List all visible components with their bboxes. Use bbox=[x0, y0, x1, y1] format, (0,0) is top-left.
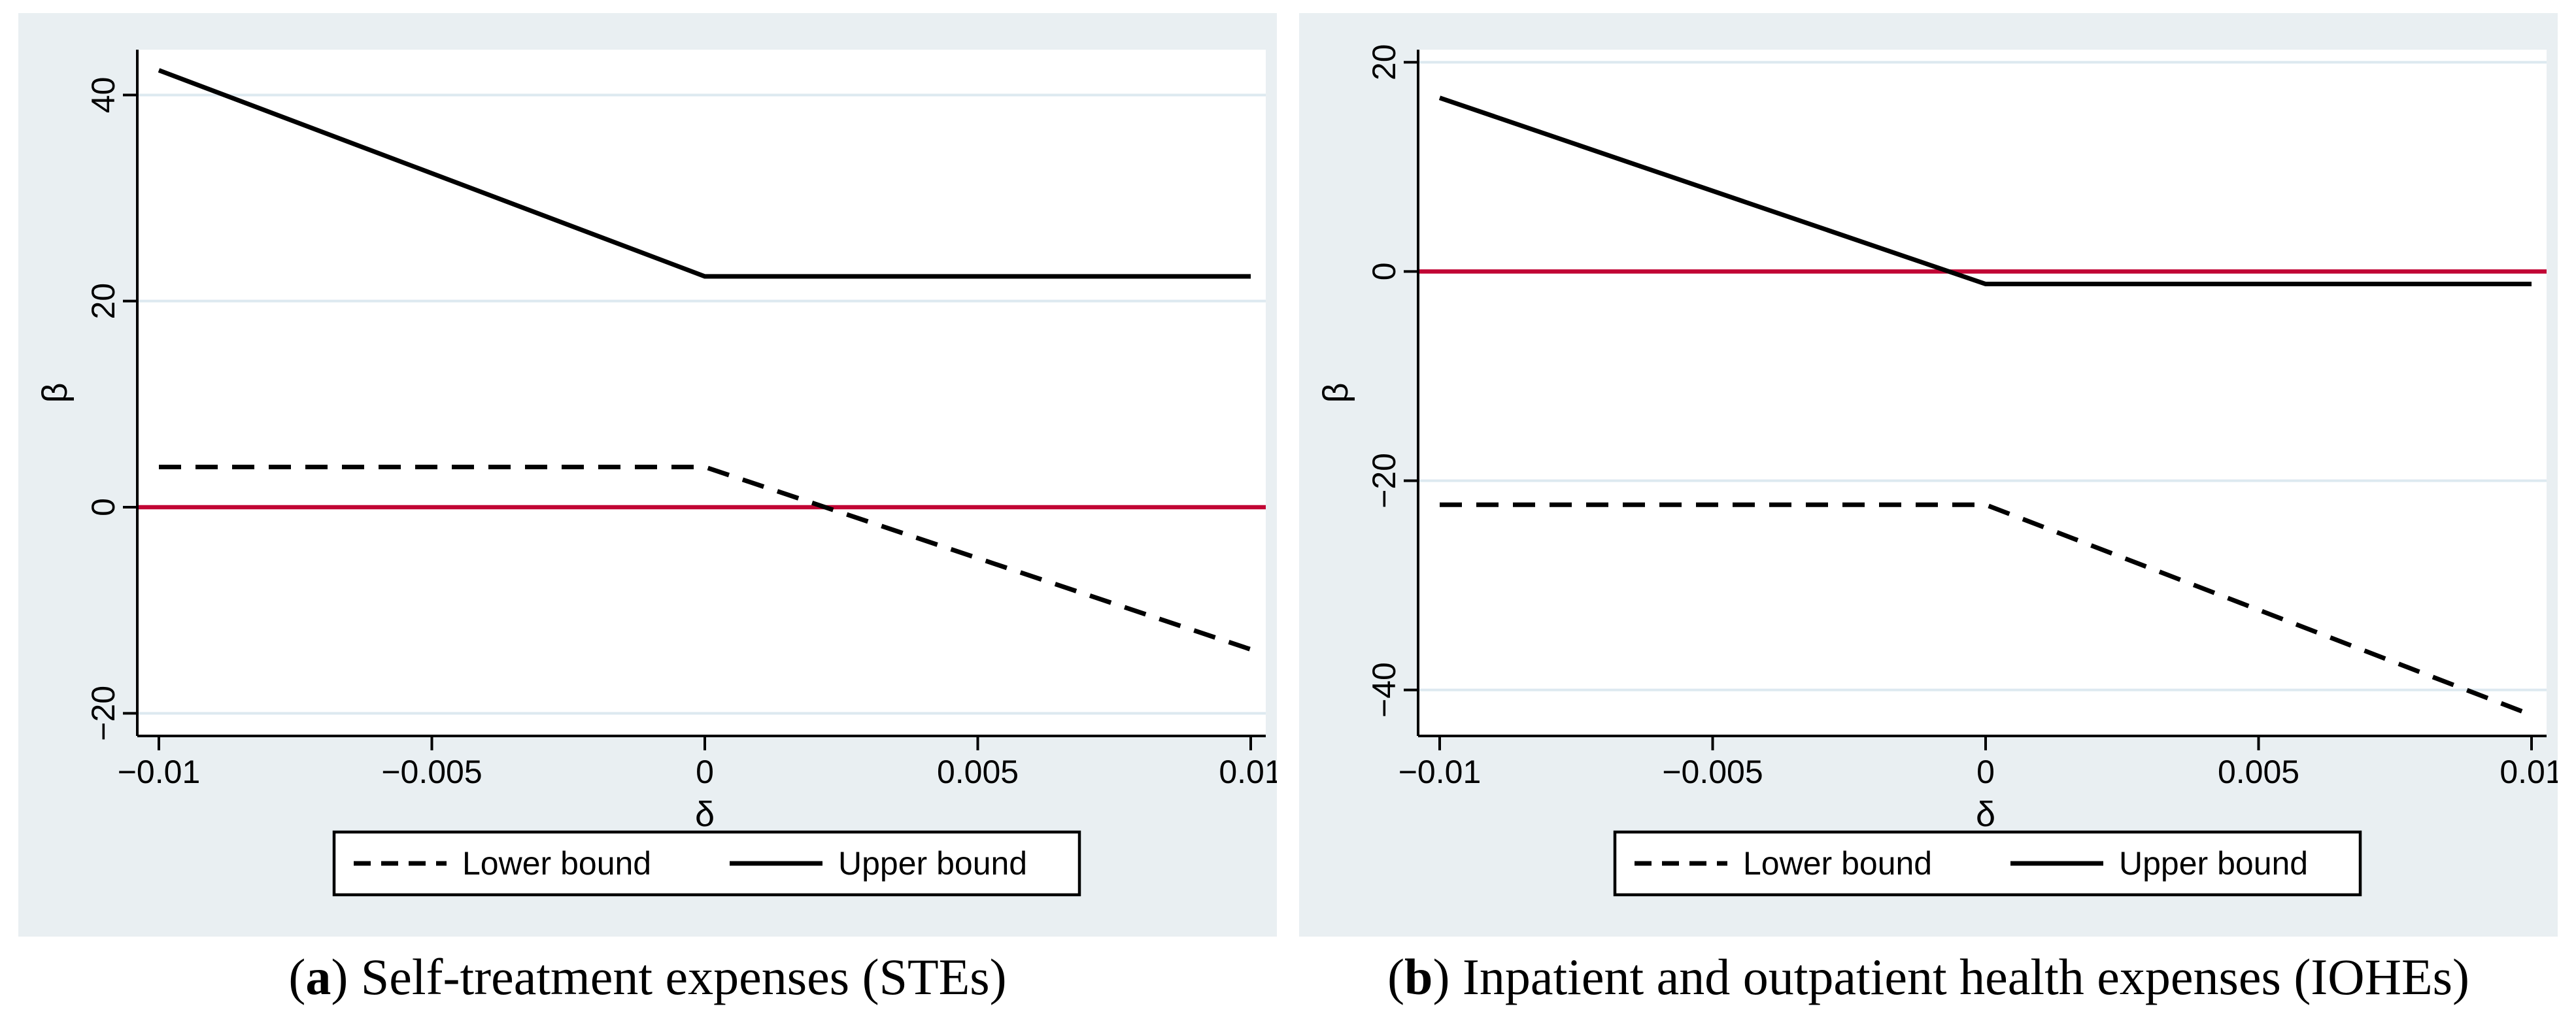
lower-bound-line bbox=[159, 465, 1252, 652]
x-tick-label: 0 bbox=[1976, 754, 1995, 790]
y-tick-label: −20 bbox=[1366, 453, 1402, 508]
panel-b: 20 0 −20 −40 −0.01 −0.005 0 0.005 0.01 β δ Lower bo… bbox=[1299, 13, 2558, 1017]
x-axis-title: δ bbox=[1976, 795, 1995, 834]
y-tick-label: 20 bbox=[1366, 44, 1402, 80]
y-tick-label: 20 bbox=[85, 283, 122, 320]
x-tick-label: 0.005 bbox=[937, 754, 1019, 790]
panel-a: 40 20 0 −20 −0.01 −0.005 0 0.005 0.01 β δ Lower bou… bbox=[18, 13, 1277, 1017]
legend-upper-label: Upper bound bbox=[2119, 845, 2308, 882]
x-tick-label: 0.01 bbox=[2500, 754, 2558, 790]
lower-bound-line bbox=[1440, 502, 2533, 718]
y-axis-title: β bbox=[35, 382, 75, 403]
x-tick-label: −0.005 bbox=[381, 754, 482, 790]
x-tick-label: 0 bbox=[696, 754, 714, 790]
y-tick-label: −40 bbox=[1366, 662, 1402, 718]
y-tick-label: 0 bbox=[85, 498, 122, 516]
x-tick-label: 0.01 bbox=[1219, 754, 1277, 790]
x-tick-label: 0.005 bbox=[2218, 754, 2299, 790]
legend-box bbox=[1613, 830, 2362, 897]
y-tick-label: 40 bbox=[85, 77, 122, 114]
plot-area bbox=[137, 50, 1266, 736]
upper-bound-line bbox=[158, 68, 1251, 279]
panel-b-caption: (b) Inpatient and outpatient health expe… bbox=[1299, 937, 2558, 1017]
upper-bound-line bbox=[1438, 95, 2532, 287]
caption-text: (a) Self-treatment expenses (STEs) bbox=[288, 948, 1007, 1005]
y-tick-label: −20 bbox=[85, 686, 122, 741]
x-axis-title: δ bbox=[695, 795, 715, 834]
x-tick-label: −0.01 bbox=[1398, 754, 1482, 790]
y-tick-label: 0 bbox=[1366, 262, 1402, 280]
legend-box bbox=[332, 830, 1081, 897]
x-tick-label: −0.005 bbox=[1662, 754, 1763, 790]
x-tick-label: −0.01 bbox=[118, 754, 201, 790]
legend-upper-label: Upper bound bbox=[838, 845, 1027, 882]
panel-b-chart: 20 0 −20 −40 −0.01 −0.005 0 0.005 0.01 β δ Lower bo… bbox=[1299, 13, 2558, 937]
legend-lower-label: Lower bound bbox=[1743, 845, 1932, 882]
panel-a-chart: 40 20 0 −20 −0.01 −0.005 0 0.005 0.01 β δ Lower bou… bbox=[18, 13, 1277, 937]
plot-area bbox=[1418, 50, 2547, 736]
caption-text: (b) Inpatient and outpatient health expe… bbox=[1387, 948, 2469, 1005]
panel-a-caption: (a) Self-treatment expenses (STEs) bbox=[18, 937, 1277, 1017]
y-axis-title: β bbox=[1316, 382, 1355, 403]
legend-lower-label: Lower bound bbox=[462, 845, 651, 882]
